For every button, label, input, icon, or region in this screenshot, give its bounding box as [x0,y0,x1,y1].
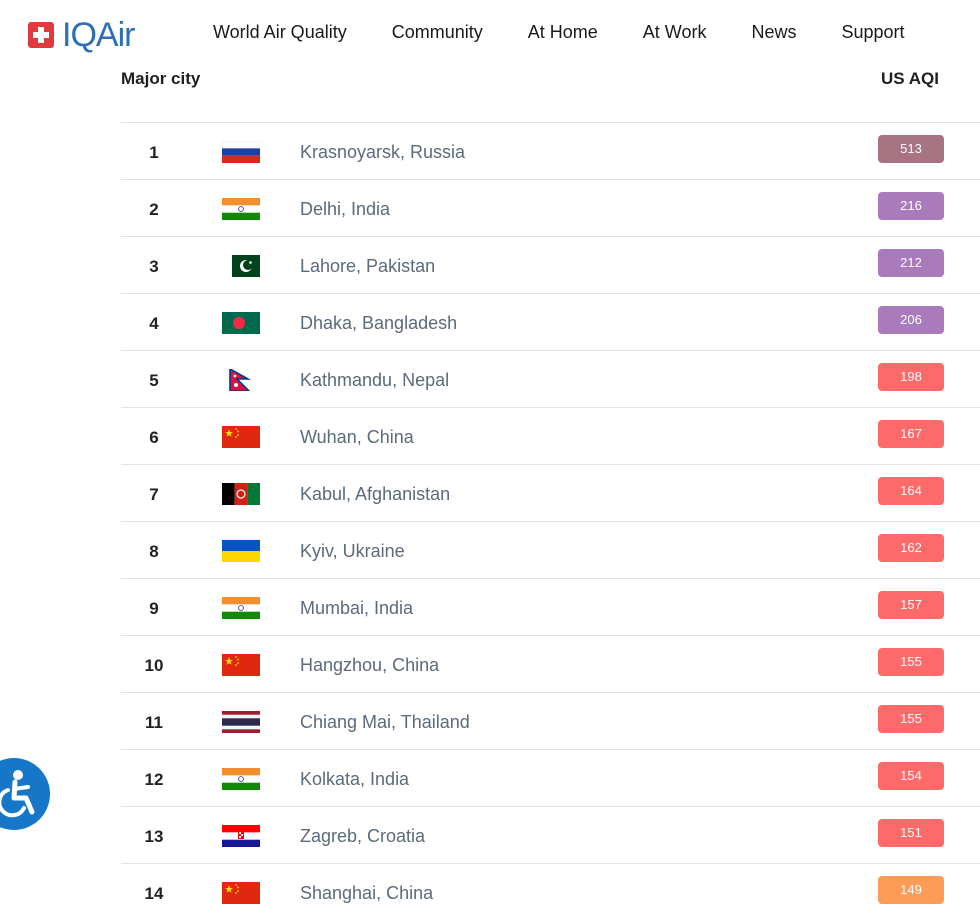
city-row[interactable]: 2 Delhi, India 216 [121,179,980,236]
city-row[interactable]: 3 Lahore, Pakistan 212 [121,236,980,293]
city-link[interactable]: Lahore, Pakistan [300,256,436,276]
ukraine-flag-icon [222,540,260,562]
city-row[interactable]: 8 Kyiv, Ukraine 162 [121,521,980,578]
nav-at-home[interactable]: At Home [527,22,598,42]
city-link[interactable]: Wuhan, China [300,427,414,447]
city-link[interactable]: Kabul, Afghanistan [300,484,451,504]
site-header: IQAir World Air Quality Community At Hom… [0,0,980,66]
aqi-badge: 212 [878,249,944,277]
main-nav: World Air Quality Community At Home At W… [213,22,950,43]
nav-support[interactable]: Support [841,22,905,42]
city-link[interactable]: Shanghai, China [300,883,434,903]
city-row[interactable]: 9 Mumbai, India 157 [121,578,980,635]
nav-community[interactable]: Community [391,22,483,42]
rank-number: 9 [149,599,159,618]
rank-number: 2 [149,200,159,219]
aqi-badge: 157 [878,591,944,619]
city-row[interactable]: 12 Kolkata, India 154 [121,749,980,806]
aqi-badge: 162 [878,534,944,562]
city-row[interactable]: 5 Kathmandu, Nepal 198 [121,350,980,407]
pakistan-flag-icon [222,255,260,277]
rank-number: 14 [144,884,164,903]
croatia-flag-icon [222,825,260,847]
aqi-badge: 216 [878,192,944,220]
aqi-badge: 513 [878,135,944,163]
russia-flag-icon [222,141,260,163]
china-flag-icon [222,882,260,904]
logo-text: IQAir [62,16,135,54]
accessibility-icon [0,770,35,818]
nav-at-work[interactable]: At Work [642,22,707,42]
city-row[interactable]: 10 Hangzhou, China 155 [121,635,980,692]
afghanistan-flag-icon [222,483,260,505]
rank-number: 3 [149,257,159,276]
aqi-badge: 167 [878,420,944,448]
aqi-badge: 206 [878,306,944,334]
china-flag-icon [222,654,260,676]
city-link[interactable]: Chiang Mai, Thailand [300,712,470,732]
city-link[interactable]: Delhi, India [300,199,391,219]
india-flag-icon [222,768,260,790]
city-row[interactable]: 1 Krasnoyarsk, Russia 513 [121,122,980,179]
india-flag-icon [222,198,260,220]
swiss-cross-icon [28,22,54,48]
city-link[interactable]: Zagreb, Croatia [300,826,426,846]
city-row[interactable]: 13 Zagreb, Croatia 151 [121,806,980,863]
rank-number: 5 [149,371,159,390]
iqair-logo[interactable]: IQAir [28,16,135,54]
column-header-aqi: US AQI [881,69,939,88]
rank-number: 11 [145,713,163,732]
rank-number: 10 [144,656,164,675]
city-link[interactable]: Dhaka, Bangladesh [300,313,458,333]
china-flag-icon [222,426,260,448]
nav-world-air-quality[interactable]: World Air Quality [213,22,347,42]
aqi-badge: 164 [878,477,944,505]
city-link[interactable]: Mumbai, India [300,598,414,618]
rank-number: 13 [144,827,164,846]
city-row[interactable]: 14 Shanghai, China 149 [121,863,980,920]
rank-number: 7 [149,485,159,504]
rank-number: 12 [144,770,164,789]
aqi-badge: 198 [878,363,944,391]
rank-number: 8 [149,542,159,561]
nav-news[interactable]: News [751,22,797,42]
aqi-badge: 151 [878,819,944,847]
city-link[interactable]: Kyiv, Ukraine [300,541,405,561]
city-row[interactable]: 6 Wuhan, China 167 [121,407,980,464]
aqi-badge: 155 [878,705,944,733]
aqi-badge: 155 [878,648,944,676]
rank-number: 6 [149,428,159,447]
aqi-badge: 149 [878,876,944,904]
city-ranking-table: 1 Krasnoyarsk, Russia 513 2 Delhi, India 216 3… [121,122,980,920]
city-row[interactable]: 4 Dhaka, Bangladesh 206 [121,293,980,350]
aqi-badge: 154 [878,762,944,790]
accessibility-button[interactable] [0,758,50,830]
city-link[interactable]: Krasnoyarsk, Russia [300,142,466,162]
column-header-city: Major city [121,69,201,88]
city-link[interactable]: Kolkata, India [300,769,410,789]
city-row[interactable]: 7 Kabul, Afghanistan 164 [121,464,980,521]
bangladesh-flag-icon [222,312,260,334]
rank-number: 4 [149,314,159,333]
city-link[interactable]: Hangzhou, China [300,655,440,675]
city-link[interactable]: Kathmandu, Nepal [300,370,450,390]
city-row[interactable]: 11 Chiang Mai, Thailand 155 [121,692,980,749]
india-flag-icon [222,597,260,619]
rank-number: 1 [149,143,159,162]
nepal-flag-icon [229,369,255,391]
thailand-flag-icon [222,711,260,733]
